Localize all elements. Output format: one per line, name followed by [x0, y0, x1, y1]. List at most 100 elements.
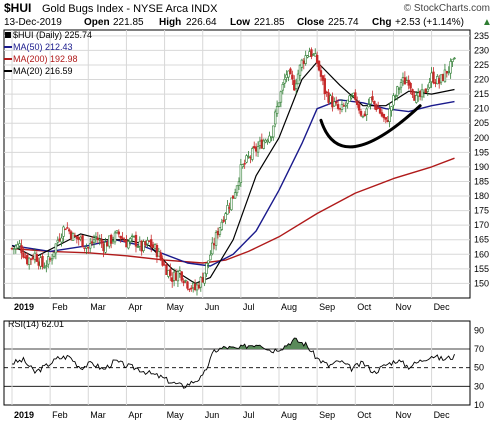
candle-body [109, 234, 113, 244]
legend-price: $HUI (Daily) 225.74 [13, 30, 92, 40]
candle-body [138, 241, 141, 247]
candle-body [434, 82, 437, 84]
candle-body [98, 239, 101, 241]
candle-body [350, 96, 353, 99]
candle-body [346, 99, 349, 104]
candle-body [90, 241, 94, 244]
candle-body [129, 238, 132, 242]
candle-body [79, 236, 82, 240]
candle-body [361, 115, 365, 118]
candle-body [48, 258, 52, 260]
candle-body [136, 246, 140, 248]
candle-body [365, 108, 368, 115]
candle-body [14, 245, 18, 250]
candle-body [108, 235, 111, 247]
candle-body [415, 95, 418, 103]
y-tick-label: 170 [474, 220, 489, 230]
candle-body [35, 254, 38, 262]
candle-body [68, 229, 71, 232]
candle-body [94, 236, 98, 238]
candle-body [432, 71, 435, 84]
candle-body [184, 279, 187, 282]
candle-body [169, 269, 172, 276]
candle-body [62, 226, 65, 237]
candle-body [140, 240, 143, 252]
candle-body [73, 234, 77, 237]
candle-body [354, 92, 357, 100]
low-label: Low [230, 17, 250, 28]
rsi-x-tick-label: Jul [243, 410, 255, 420]
candle-body [239, 164, 243, 184]
candle-body [403, 77, 407, 85]
candle-body [397, 88, 401, 90]
candle-body [331, 96, 334, 108]
candle-body [75, 236, 79, 239]
candle-body [193, 284, 197, 290]
candle-body [380, 112, 384, 117]
candle-body [357, 104, 361, 111]
rsi-y-tick-label: 70 [474, 344, 484, 354]
y-tick-label: 175 [474, 206, 489, 216]
candle-body [52, 252, 56, 257]
candle-body [289, 68, 292, 75]
y-tick-label: 160 [474, 249, 489, 259]
candle-body [449, 61, 452, 74]
candle-body [291, 74, 294, 80]
candle-body [54, 243, 58, 254]
candle-body [270, 136, 273, 139]
candle-body [323, 78, 326, 95]
candle-body [256, 146, 260, 153]
candle-body [251, 148, 254, 160]
candle-body [117, 231, 121, 235]
candle-body [340, 104, 344, 110]
candle-body [422, 89, 426, 93]
rsi-y-tick-label: 90 [474, 325, 484, 335]
candle-body [262, 140, 265, 149]
x-tick-label: Jun [205, 302, 220, 312]
candle-body [363, 113, 367, 116]
candle-body [146, 240, 149, 245]
candle-body [317, 60, 321, 71]
candle-body [27, 257, 31, 266]
candle-body [197, 284, 201, 289]
candle-body [424, 88, 428, 93]
rsi-x-tick-label: Mar [90, 410, 106, 420]
candle-body [254, 146, 258, 152]
ma200-line [11, 157, 455, 264]
candle-body [144, 241, 147, 246]
candle-body [293, 80, 296, 91]
candle-body [134, 234, 138, 247]
candle-body [220, 221, 223, 230]
candle-body [298, 64, 302, 76]
candle-body [205, 263, 208, 275]
candle-body [268, 135, 271, 143]
candle-body [58, 238, 61, 241]
price-panel: 150 155 160 165 170 175 180 185 190 195 200 205 210 2… [3, 29, 489, 312]
candle-body [272, 125, 275, 138]
candle-body [308, 51, 311, 58]
y-tick-label: 195 [474, 147, 489, 157]
candle-body [92, 239, 96, 243]
y-tick-label: 220 [474, 75, 489, 85]
rsi-y-tick-label: 30 [474, 381, 484, 391]
symbol-label: $HUI [4, 1, 31, 15]
candle-body [10, 247, 14, 250]
candle-body [417, 92, 420, 97]
candle-body [283, 79, 286, 84]
candle-body [260, 139, 264, 149]
candle-body [209, 254, 212, 261]
candle-body [20, 245, 23, 254]
candle-body [186, 281, 189, 289]
candle-body [218, 227, 222, 235]
candle-body [165, 264, 168, 275]
candle-body [411, 89, 414, 96]
rsi-label: RSI(14) 62.01 [8, 319, 64, 329]
candle-body [430, 72, 433, 82]
candle-body [371, 96, 374, 101]
y-tick-label: 230 [474, 45, 489, 55]
candle-body [399, 82, 403, 88]
candle-body [275, 106, 279, 114]
candle-body [355, 101, 359, 105]
candle-body [273, 111, 277, 125]
